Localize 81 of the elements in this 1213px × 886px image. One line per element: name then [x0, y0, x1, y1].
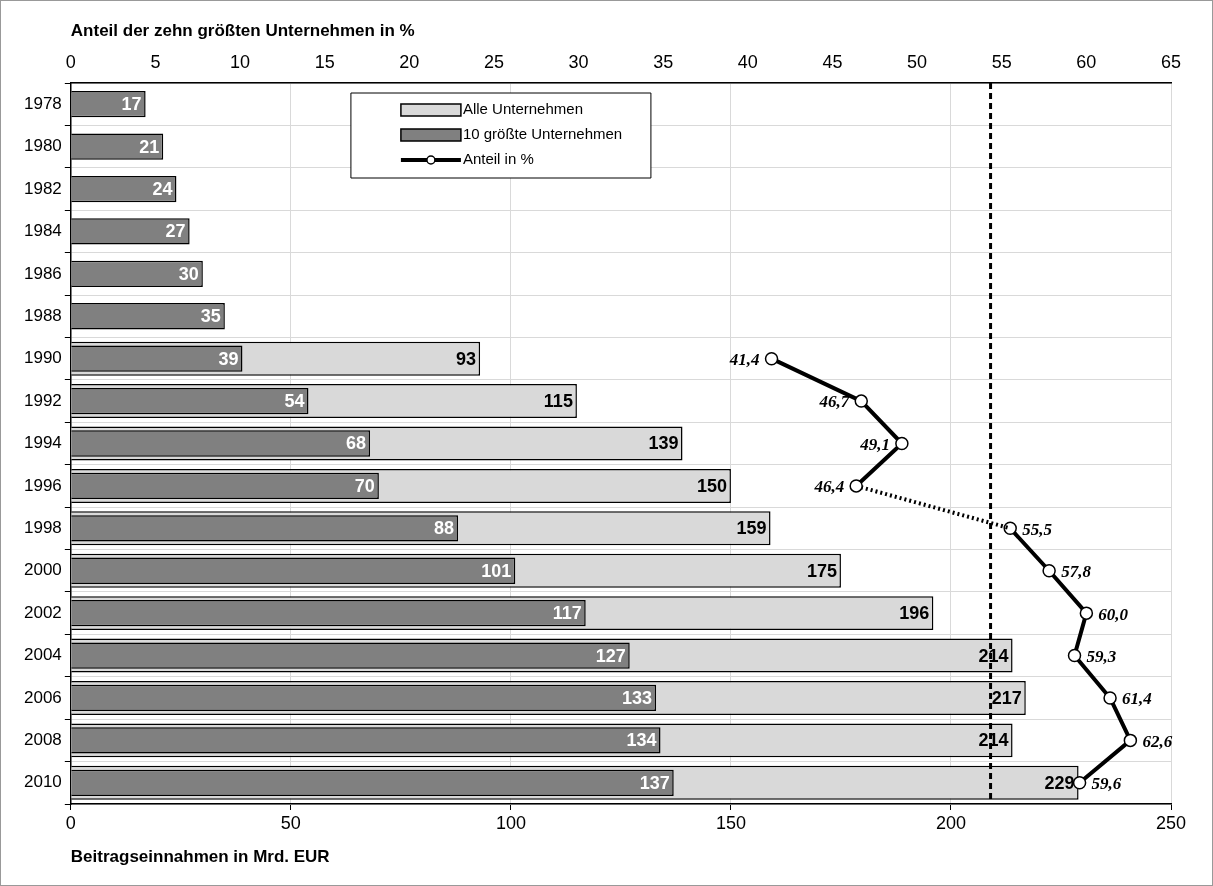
x2-tick-label: 40	[737, 52, 758, 73]
x2-tick-label: 10	[230, 52, 251, 73]
data-label: 101	[481, 560, 512, 581]
y-tick-label: 1978	[23, 93, 62, 113]
data-label: 196	[899, 603, 930, 624]
x-axis-title: Beitragseinnahmen in Mrd. EUR	[70, 847, 330, 867]
x-tick-label: 50	[280, 812, 301, 833]
data-label: 49,1	[859, 434, 890, 454]
data-label: 70	[354, 475, 375, 496]
data-label: 24	[152, 179, 173, 199]
x2-tick-label: 5	[150, 52, 161, 73]
data-label: 60,0	[1098, 604, 1129, 624]
data-label: 46,7	[818, 392, 851, 412]
x-tick-label: 150	[715, 812, 746, 833]
y-tick-label: 1996	[23, 475, 62, 495]
y-tick-label: 1984	[23, 221, 62, 241]
x-tick-label: 200	[935, 812, 966, 833]
legend-label: Alle Unternehmen	[462, 100, 583, 118]
y-tick-label: 2002	[23, 602, 62, 622]
data-label: 17	[121, 94, 142, 115]
data-label: 137	[639, 772, 670, 793]
data-label: 214	[978, 730, 1009, 751]
data-label: 93	[456, 348, 477, 369]
data-label: 117	[552, 603, 582, 624]
legend-label: 10 größte Unternehmen	[462, 125, 623, 143]
x-tick-label: 250	[1155, 812, 1187, 833]
data-label: 229	[1044, 772, 1075, 793]
data-label: 54	[284, 391, 305, 412]
x2-tick-label: 60	[1076, 52, 1097, 73]
data-label: 61,4	[1122, 689, 1152, 709]
data-label: 59,3	[1086, 646, 1117, 666]
y-tick-label: 1998	[23, 518, 62, 538]
x-tick-label: 100	[495, 812, 526, 833]
data-label: 21	[139, 136, 160, 157]
data-label: 217	[991, 687, 1022, 708]
data-label: 59,6	[1091, 774, 1122, 794]
y-tick-label: 1980	[23, 136, 62, 156]
x2-tick-label: 65	[1160, 52, 1182, 73]
legend-label: Anteil in %	[462, 150, 534, 168]
x2-tick-label: 35	[653, 52, 674, 73]
data-label: 57,8	[1061, 562, 1092, 582]
data-label: 68	[346, 433, 367, 454]
y-tick-label: 2004	[23, 645, 62, 665]
y-tick-label: 1990	[23, 348, 62, 368]
x2-tick-label: 0	[65, 52, 76, 73]
x2-tick-label: 30	[568, 52, 589, 73]
data-label: 55,5	[1022, 519, 1053, 539]
data-label: 46,4	[813, 477, 845, 497]
data-label: 115	[543, 391, 573, 412]
data-label: 35	[200, 306, 221, 327]
y-tick-label: 1992	[23, 390, 62, 410]
data-label: 134	[626, 730, 657, 751]
x2-tick-label: 25	[483, 52, 504, 73]
y-tick-label: 2006	[23, 687, 62, 707]
data-label: 159	[736, 518, 767, 539]
data-label: 127	[595, 645, 626, 666]
x2-tick-label: 50	[907, 52, 928, 73]
data-label: 62,6	[1142, 731, 1173, 751]
y-tick-label: 1982	[23, 178, 62, 198]
data-label: 41,4	[728, 350, 760, 370]
x2-axis-title: Anteil der zehn größten Unternehmen in %	[70, 20, 415, 40]
y-tick-label: 2008	[23, 730, 62, 750]
y-tick-label: 1988	[23, 305, 62, 325]
x-tick-label: 0	[65, 812, 76, 833]
y-tick-label: 2010	[23, 772, 62, 792]
data-label: 139	[648, 433, 679, 454]
y-tick-label: 1986	[23, 263, 62, 283]
data-label: 133	[622, 687, 653, 708]
x2-tick-label: 20	[399, 52, 420, 73]
data-label: 214	[978, 645, 1009, 666]
data-label: 175	[806, 560, 837, 581]
y-tick-label: 1994	[23, 433, 62, 453]
data-label: 30	[178, 263, 199, 284]
data-label: 39	[218, 348, 239, 369]
data-label: 150	[696, 475, 727, 496]
x2-tick-label: 55	[991, 52, 1012, 73]
x2-tick-label: 45	[822, 52, 843, 73]
data-label: 27	[165, 221, 186, 242]
y-tick-label: 2000	[23, 560, 62, 580]
data-label: 88	[434, 518, 455, 539]
x2-tick-label: 15	[314, 52, 335, 73]
